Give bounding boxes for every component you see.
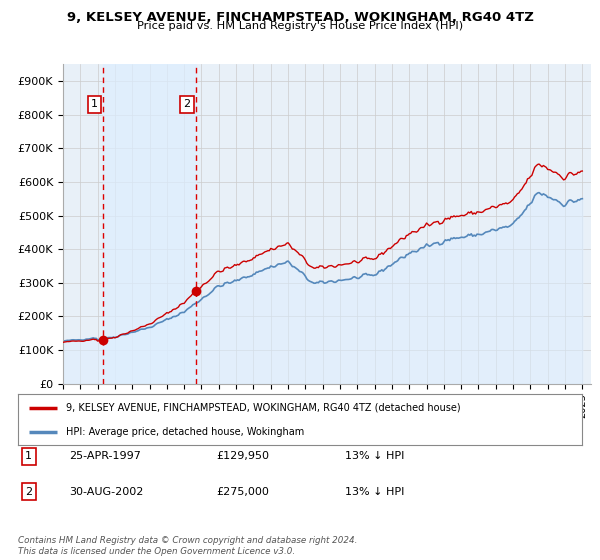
Text: 13% ↓ HPI: 13% ↓ HPI [345,451,404,461]
Text: 25-APR-1997: 25-APR-1997 [69,451,141,461]
Text: 1: 1 [91,99,98,109]
Text: 9, KELSEY AVENUE, FINCHAMPSTEAD, WOKINGHAM, RG40 4TZ (detached house): 9, KELSEY AVENUE, FINCHAMPSTEAD, WOKINGH… [66,403,461,413]
Text: 2: 2 [25,487,32,497]
Text: £275,000: £275,000 [216,487,269,497]
Text: Contains HM Land Registry data © Crown copyright and database right 2024.
This d: Contains HM Land Registry data © Crown c… [18,536,358,556]
Text: Price paid vs. HM Land Registry's House Price Index (HPI): Price paid vs. HM Land Registry's House … [137,21,463,31]
Text: 1: 1 [25,451,32,461]
Text: £129,950: £129,950 [216,451,269,461]
Text: 13% ↓ HPI: 13% ↓ HPI [345,487,404,497]
Text: HPI: Average price, detached house, Wokingham: HPI: Average price, detached house, Woki… [66,427,304,437]
Bar [103,64,196,384]
Text: 30-AUG-2002: 30-AUG-2002 [69,487,143,497]
Text: 9, KELSEY AVENUE, FINCHAMPSTEAD, WOKINGHAM, RG40 4TZ: 9, KELSEY AVENUE, FINCHAMPSTEAD, WOKINGH… [67,11,533,24]
Text: 2: 2 [184,99,191,109]
